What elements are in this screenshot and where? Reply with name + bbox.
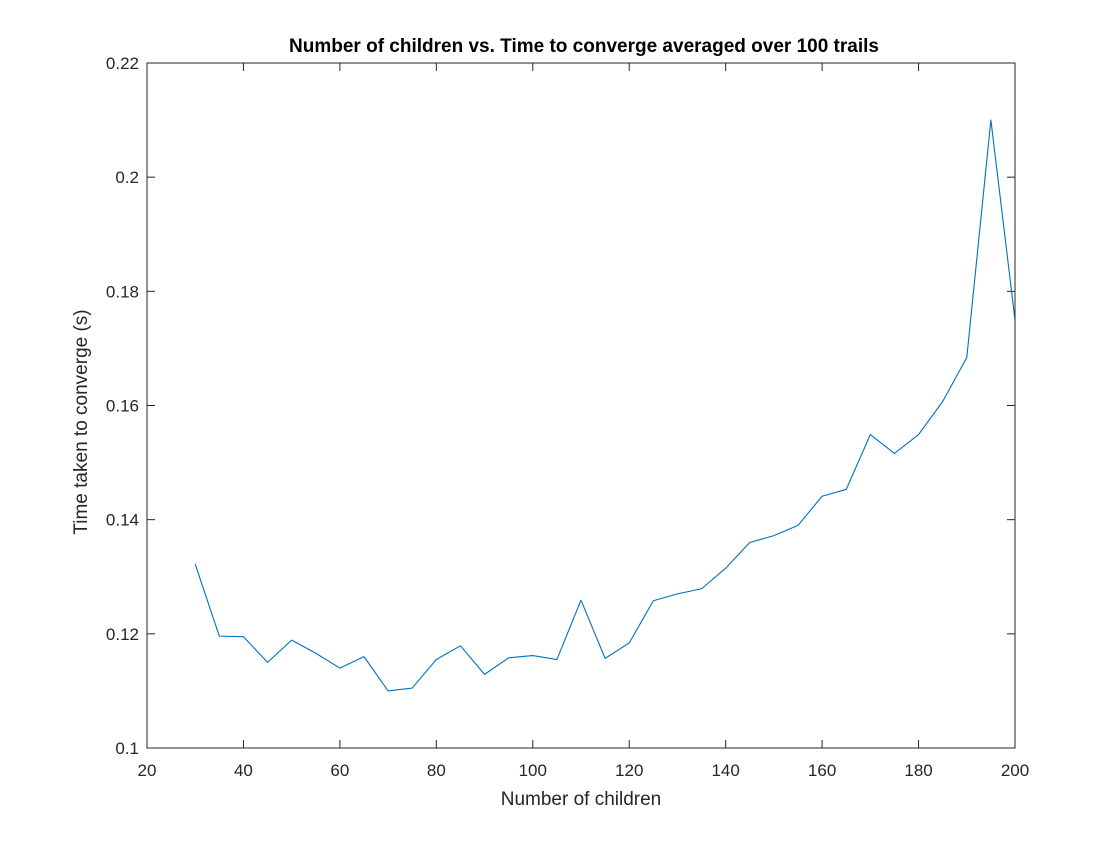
x-tick-label: 20 (138, 761, 157, 780)
chart-title: Number of children vs. Time to converge … (289, 36, 879, 57)
plot-area (147, 63, 1015, 748)
plot-frame (146, 62, 1016, 749)
x-axis-label: Number of children (501, 789, 662, 810)
x-tick-label: 100 (519, 761, 547, 780)
y-tick-label: 0.14 (106, 511, 139, 530)
y-axis-label: Time taken to converge (s) (71, 309, 92, 534)
y-tick-label: 0.12 (106, 625, 139, 644)
y-tick-label: 0.1 (115, 739, 139, 758)
ticks (146, 62, 1016, 749)
y-tick-label: 0.2 (115, 168, 139, 187)
x-tick-label: 120 (615, 761, 643, 780)
x-tick-label: 140 (711, 761, 739, 780)
x-tick-label: 40 (234, 761, 253, 780)
series-line (194, 119, 1016, 692)
x-tick-label: 200 (1001, 761, 1029, 780)
x-tick-label: 60 (330, 761, 349, 780)
y-tick-label: 0.22 (106, 54, 139, 73)
x-tick-label: 160 (808, 761, 836, 780)
x-tick-label: 80 (427, 761, 446, 780)
tick-labels: 20 40 60 80 100 120 140 160 180 200 0.1 0.12 0.14 0.1… (106, 54, 1029, 780)
x-tick-label: 180 (904, 761, 932, 780)
y-tick-label: 0.16 (106, 397, 139, 416)
y-tick-label: 0.18 (106, 282, 139, 301)
